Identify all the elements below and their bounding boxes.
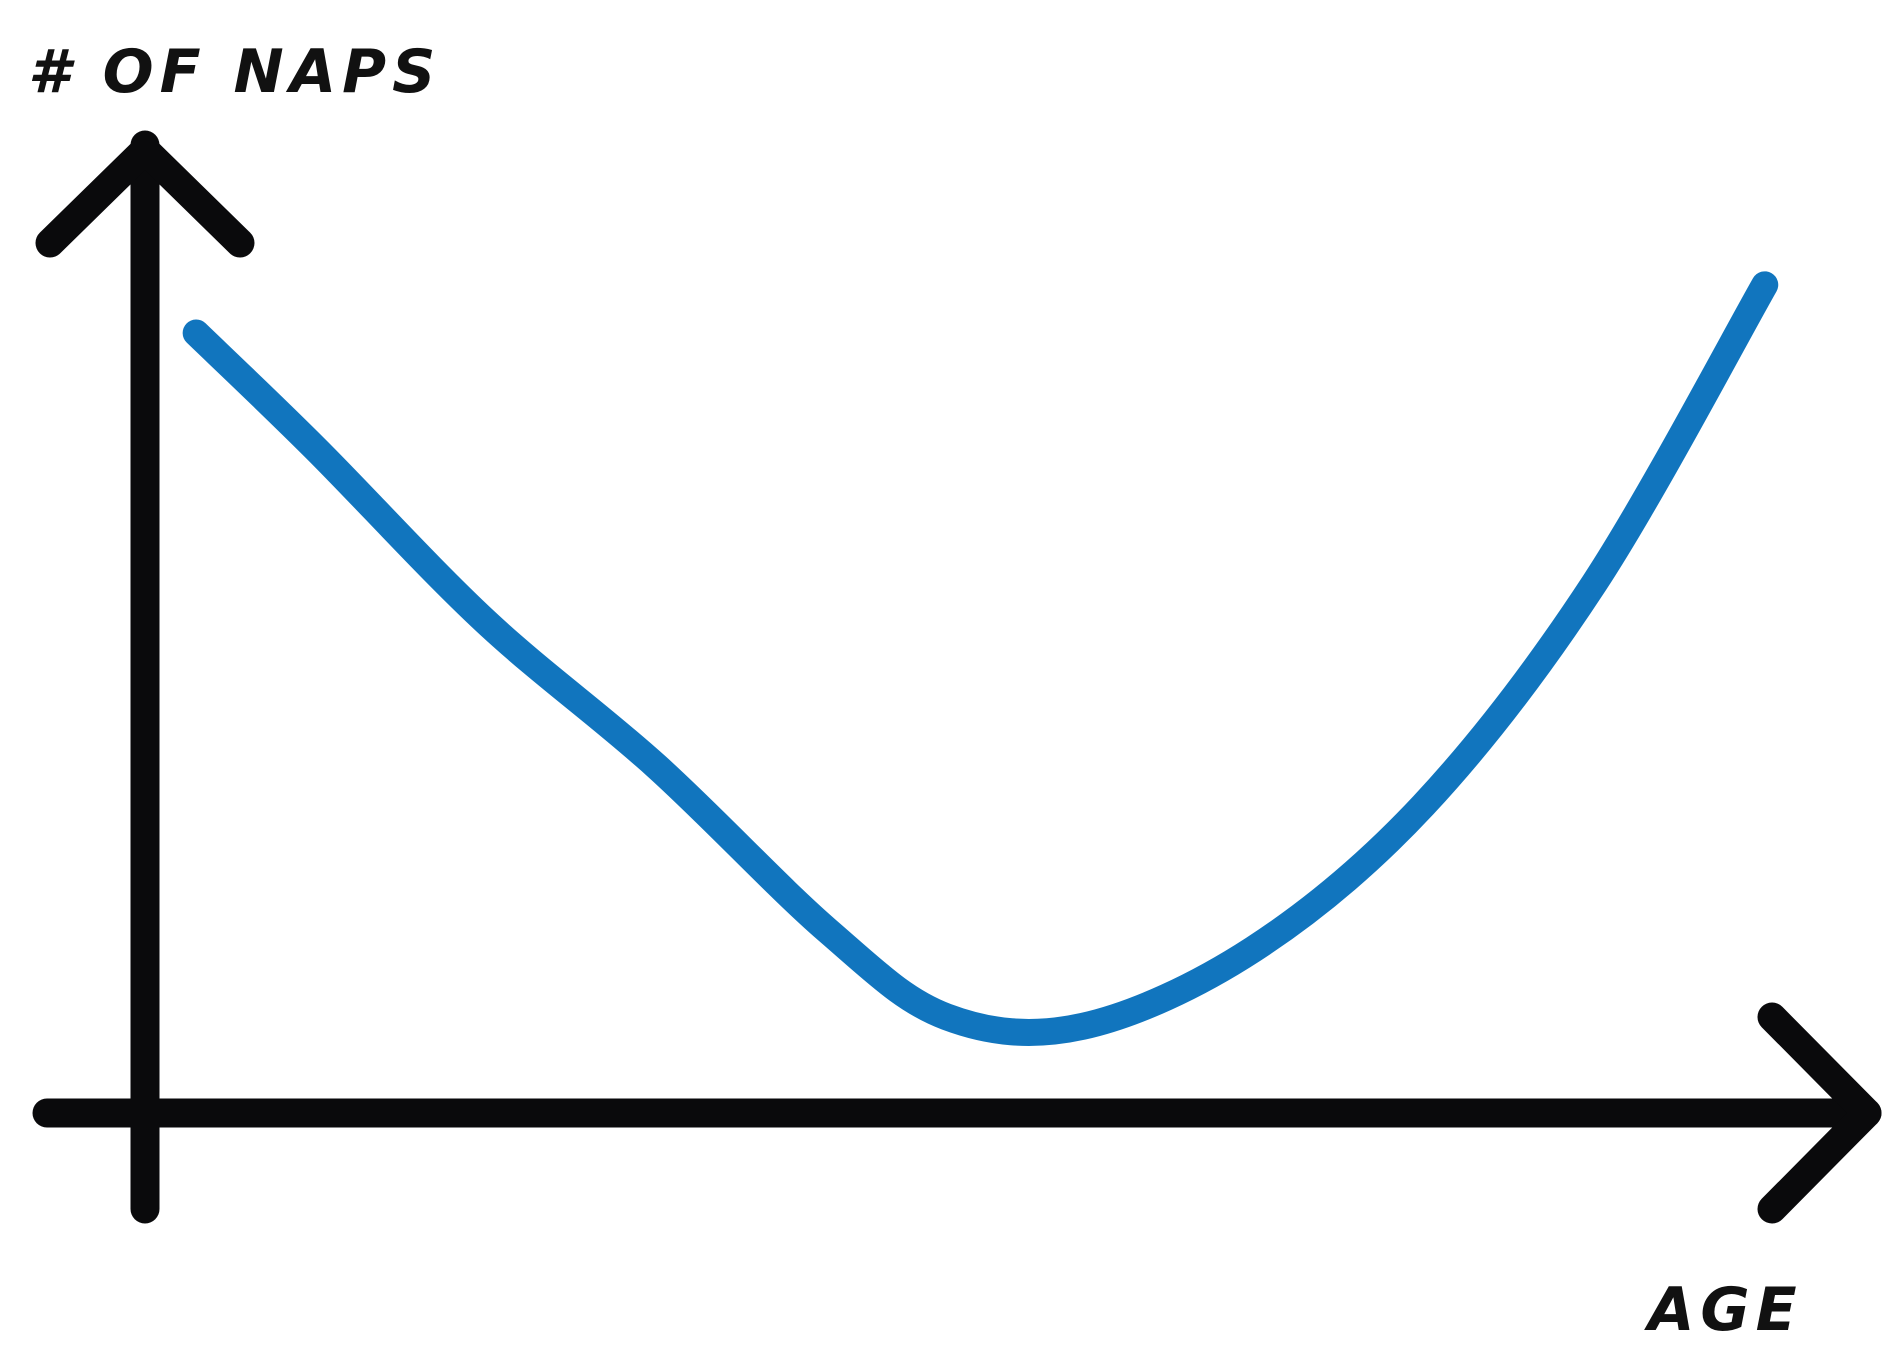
y-axis-arrowhead: [35, 135, 255, 258]
y-axis-label: # OF NAPS: [28, 37, 441, 107]
axes: [32, 130, 1882, 1224]
x-axis-arrowhead: [1757, 1002, 1882, 1224]
series-layer: [182, 271, 1779, 1046]
series-line-0: [182, 271, 1779, 1046]
x-axis-label: AGE: [1644, 1275, 1803, 1345]
